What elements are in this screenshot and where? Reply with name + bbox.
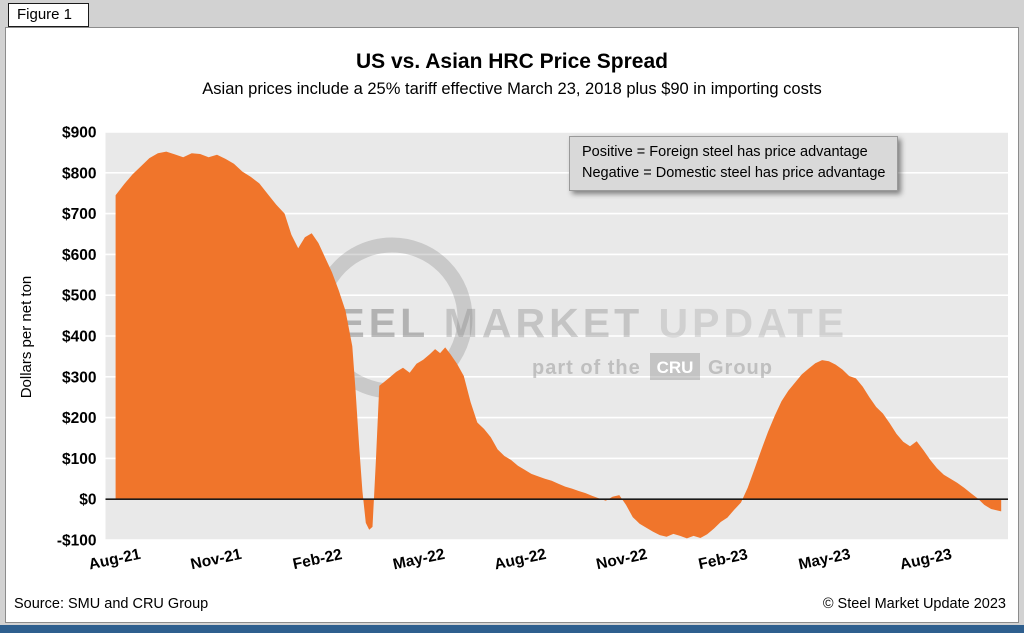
legend-annotation-box: Positive = Foreign steel has price advan… <box>569 136 899 192</box>
chart-panel: US vs. Asian HRC Price Spread Asian pric… <box>5 27 1019 623</box>
y-axis-title: Dollars per net ton <box>18 275 35 399</box>
chart-subtitle: Asian prices include a 25% tariff effect… <box>202 80 822 98</box>
source-note: Source: SMU and CRU Group <box>14 596 209 612</box>
annotation-line-positive: Positive = Foreign steel has price advan… <box>582 144 868 160</box>
figure-label: Figure 1 <box>8 3 90 27</box>
annotation-line-negative: Negative = Domestic steel has price adva… <box>582 165 886 182</box>
chart-title: US vs. Asian HRC Price Spread <box>355 50 668 73</box>
bottom-accent-bar <box>0 625 1024 633</box>
copyright-note: © Steel Market Update 2023 <box>822 596 1006 612</box>
